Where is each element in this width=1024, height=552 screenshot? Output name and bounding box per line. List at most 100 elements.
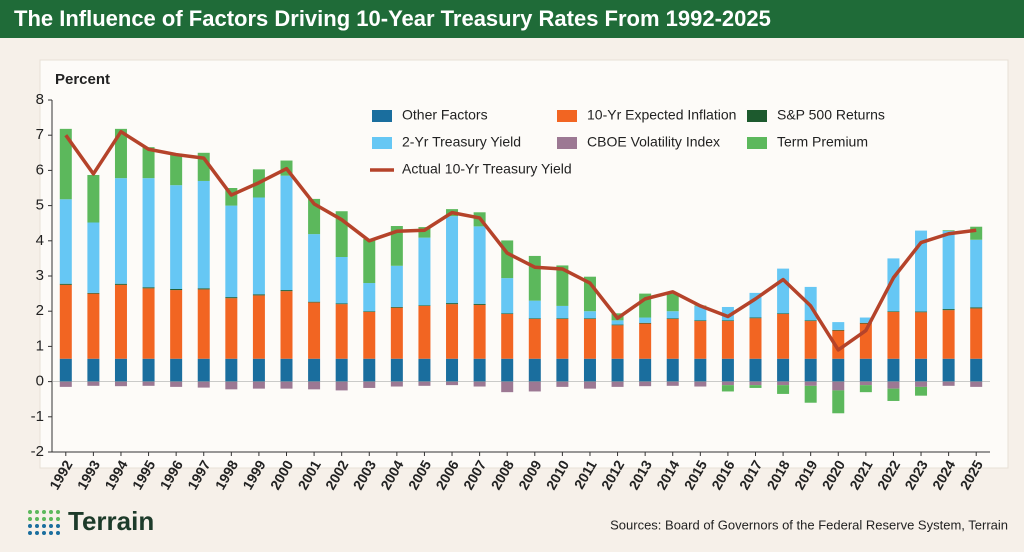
bar <box>59 128 72 200</box>
bar <box>390 307 403 359</box>
bar <box>887 388 900 401</box>
bar <box>556 381 569 387</box>
bar <box>528 358 541 382</box>
bar <box>804 385 817 403</box>
bar <box>942 230 955 231</box>
bar <box>197 289 210 359</box>
bar <box>859 385 872 393</box>
bar <box>666 318 679 319</box>
bar <box>142 381 155 386</box>
bar <box>308 302 321 359</box>
bar <box>721 358 734 382</box>
bar <box>418 305 431 306</box>
bar <box>501 313 514 315</box>
bar <box>335 381 348 391</box>
bar <box>225 297 238 299</box>
bar <box>114 381 127 387</box>
bar <box>170 289 183 291</box>
y-tick-label: -1 <box>31 408 44 425</box>
bar <box>859 317 872 323</box>
bar <box>694 306 707 321</box>
bar <box>583 318 596 319</box>
legend-swatch <box>372 110 392 122</box>
bar <box>87 292 100 294</box>
legend-label: CBOE Volatility Index <box>587 134 720 150</box>
legend-swatch <box>557 110 577 122</box>
bar <box>887 358 900 382</box>
bar <box>335 303 348 305</box>
bar <box>942 358 955 382</box>
bar <box>970 307 983 309</box>
bar <box>915 381 928 387</box>
legend-label: Other Factors <box>402 107 488 123</box>
bar <box>583 358 596 382</box>
bar <box>308 301 321 303</box>
bar <box>915 311 928 313</box>
bar <box>915 230 928 312</box>
logo-text: Terrain <box>68 506 154 536</box>
bar <box>887 311 900 359</box>
bar <box>335 358 348 382</box>
bar <box>308 198 321 235</box>
bar <box>528 255 541 301</box>
bar <box>970 308 983 359</box>
bar <box>666 311 679 319</box>
bar <box>280 290 293 292</box>
bar <box>915 312 928 359</box>
bar <box>390 226 403 266</box>
bar <box>611 325 624 359</box>
bar <box>335 256 348 304</box>
y-tick-label: 3 <box>36 267 44 284</box>
y-tick-label: 8 <box>36 91 44 108</box>
bar <box>721 385 734 392</box>
bar <box>59 358 72 382</box>
bar <box>142 147 155 179</box>
bar <box>170 290 183 359</box>
bar <box>114 358 127 382</box>
bar <box>970 358 983 382</box>
bar <box>942 381 955 386</box>
logo: Terrain <box>28 506 154 536</box>
bar <box>804 358 817 382</box>
bar <box>225 205 238 298</box>
bar <box>252 294 265 296</box>
bar <box>170 381 183 387</box>
bar <box>446 358 459 382</box>
bar <box>611 381 624 387</box>
bar <box>859 322 872 324</box>
bar <box>666 318 679 359</box>
bar <box>832 381 845 391</box>
chart-title: The Influence of Factors Driving 10-Year… <box>14 6 771 31</box>
bar <box>59 283 72 285</box>
legend-swatch <box>557 137 577 149</box>
bar <box>363 283 376 312</box>
bar <box>528 381 541 392</box>
bar <box>390 358 403 382</box>
legend-label: Actual 10-Yr Treasury Yield <box>402 161 572 177</box>
bar <box>59 284 72 359</box>
bar <box>528 318 541 319</box>
bar <box>501 358 514 382</box>
bar <box>308 381 321 390</box>
bar <box>473 358 486 382</box>
y-tick-label: 7 <box>36 126 44 143</box>
bar <box>87 293 100 359</box>
bar <box>970 381 983 387</box>
bar <box>556 318 569 319</box>
bar <box>777 381 790 386</box>
bar <box>225 381 238 390</box>
title-bar <box>0 0 1024 38</box>
bar <box>887 311 900 312</box>
bar <box>87 358 100 382</box>
bar <box>59 199 72 284</box>
bar <box>942 310 955 359</box>
bar <box>777 313 790 315</box>
bar <box>694 321 707 359</box>
bar <box>87 381 100 386</box>
bar <box>197 288 210 290</box>
bar <box>418 227 431 238</box>
bar <box>528 318 541 359</box>
bar <box>363 311 376 312</box>
bar <box>170 358 183 382</box>
